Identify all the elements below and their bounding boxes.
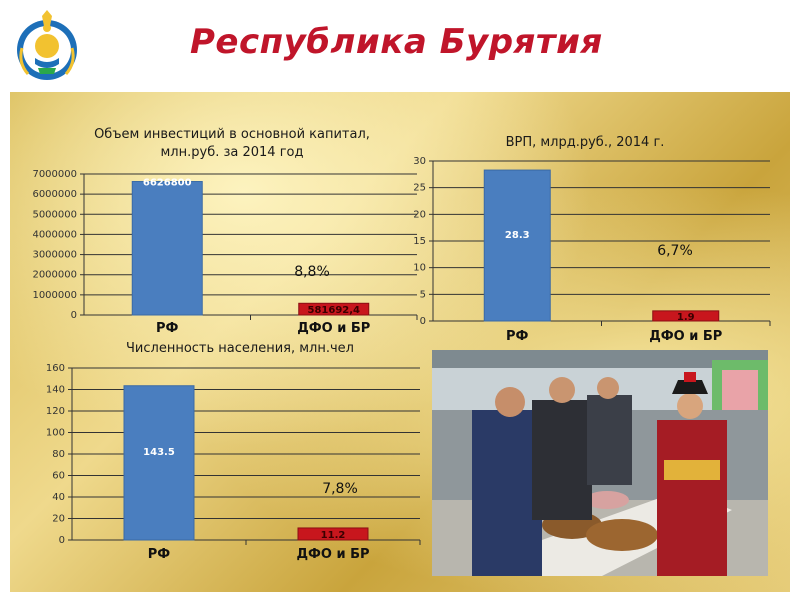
data-label: 6626800 <box>143 178 192 189</box>
data-label: 581692,4 <box>307 305 360 316</box>
y-tick-label: 120 <box>46 406 65 417</box>
y-tick-label: 20 <box>52 514 65 525</box>
y-tick-label: 5 <box>420 289 426 300</box>
y-tick-label: 80 <box>52 449 65 460</box>
y-tick-label: 30 <box>413 156 426 167</box>
bar <box>483 169 551 322</box>
page-title: Республика Бурятия <box>190 22 603 62</box>
y-tick-label: 160 <box>46 363 65 374</box>
market-scene-image <box>432 350 768 576</box>
data-label: 143.5 <box>143 447 175 458</box>
percent-annotation: 8,8% <box>294 264 330 280</box>
percent-annotation: 6,7% <box>657 243 693 259</box>
category-label: РФ <box>156 321 179 336</box>
chart-title: ВРП, млрд.руб., 2014 г. <box>506 135 665 150</box>
y-tick-label: 0 <box>420 316 426 327</box>
y-tick-label: 1000000 <box>32 290 77 301</box>
header: Республика Бурятия <box>0 0 800 92</box>
y-tick-label: 2000000 <box>32 270 77 281</box>
chart-title: Объем инвестиций в основной капитал, <box>94 127 370 142</box>
percent-annotation: 7,8% <box>322 481 358 497</box>
y-tick-label: 4000000 <box>32 229 77 240</box>
category-label: РФ <box>506 329 529 344</box>
y-tick-label: 7000000 <box>32 169 77 180</box>
y-tick-label: 3000000 <box>32 250 77 261</box>
data-label: 1.9 <box>677 312 695 323</box>
bar <box>652 310 720 322</box>
category-label: ДФО и БР <box>296 547 369 562</box>
category-label: РФ <box>148 547 171 562</box>
y-tick-label: 6000000 <box>32 189 77 200</box>
data-label: 11.2 <box>321 530 346 541</box>
investment-chart: Объем инвестиций в основной капитал, млн.… <box>32 127 418 336</box>
bar <box>131 181 203 316</box>
data-label: 28.3 <box>505 230 530 241</box>
market-photo <box>432 350 768 576</box>
y-tick-label: 5000000 <box>32 209 77 220</box>
y-tick-label: 100 <box>46 428 65 439</box>
y-tick-label: 60 <box>52 471 65 482</box>
y-tick-label: 20 <box>413 209 426 220</box>
grp-chart: ВРП, млрд.руб., 2014 г. 0 5 10 15 20 25 30 28.3 Р… <box>413 135 771 344</box>
chart-title: Численность населения, млн.чел <box>126 341 354 356</box>
bar <box>297 527 369 541</box>
y-tick-label: 25 <box>413 183 426 194</box>
republic-emblem-icon <box>17 10 77 80</box>
y-tick-label: 0 <box>71 310 77 321</box>
chart-title: млн.руб. за 2014 год <box>161 145 304 160</box>
category-label: ДФО и БР <box>297 321 370 336</box>
bar <box>123 385 195 541</box>
y-tick-label: 0 <box>59 535 65 546</box>
y-tick-label: 40 <box>52 492 65 503</box>
category-label: ДФО и БР <box>649 329 722 344</box>
bar <box>298 302 370 316</box>
population-chart: Численность населения, млн.чел 0 20 40 60 80 1… <box>46 341 421 562</box>
y-tick-label: 10 <box>413 263 426 274</box>
y-tick-label: 15 <box>413 236 426 247</box>
y-tick-label: 140 <box>46 385 65 396</box>
